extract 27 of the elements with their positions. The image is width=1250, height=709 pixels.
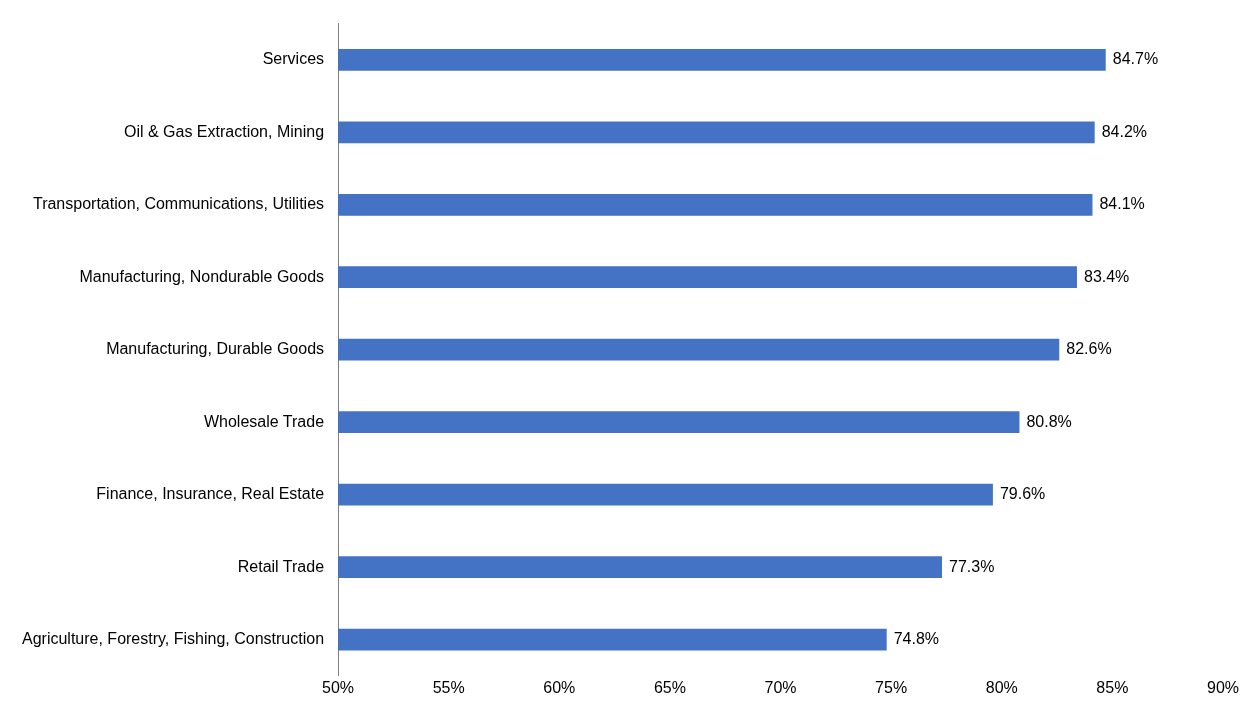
data-label: 74.8% (893, 629, 940, 647)
y-tick-label: Oil & Gas Extraction, Mining (123, 122, 325, 140)
data-label: 82.6% (1066, 340, 1112, 358)
x-tick-label: 50% (322, 678, 355, 696)
y-tick-label: Wholesale Trade (203, 412, 325, 430)
data-label: 79.6% (999, 485, 1046, 503)
y-tick-label: Transportation, Communications, Utilities (32, 195, 325, 213)
data-label: 84.7% (1112, 50, 1159, 68)
x-tick-label: 90% (1206, 678, 1240, 696)
data-label: 77.3% (949, 557, 995, 575)
x-tick-label: 75% (875, 678, 908, 696)
data-label: 83.4% (1083, 267, 1130, 285)
data-label: 84.1% (1099, 195, 1145, 213)
x-tick-label: 70% (764, 678, 797, 696)
y-tick-label: Manufacturing, Nondurable Goods (79, 267, 325, 285)
y-tick-label: Manufacturing, Durable Goods (106, 340, 325, 358)
data-label: 84.2% (1101, 122, 1148, 140)
x-tick-label: 55% (432, 678, 465, 696)
x-tick-label: 80% (985, 678, 1018, 696)
y-tick-label: Agriculture, Forestry, Fishing, Construction (22, 629, 325, 647)
y-tick-label: Finance, Insurance, Real Estate (96, 485, 325, 503)
data-label: 80.8% (1026, 412, 1072, 430)
x-tick-label: 60% (543, 678, 576, 696)
y-tick-label: Retail Trade (237, 557, 325, 575)
x-tick-label: 65% (653, 678, 686, 696)
x-tick-label: 85% (1096, 678, 1129, 696)
y-tick-label: Services (262, 50, 325, 68)
